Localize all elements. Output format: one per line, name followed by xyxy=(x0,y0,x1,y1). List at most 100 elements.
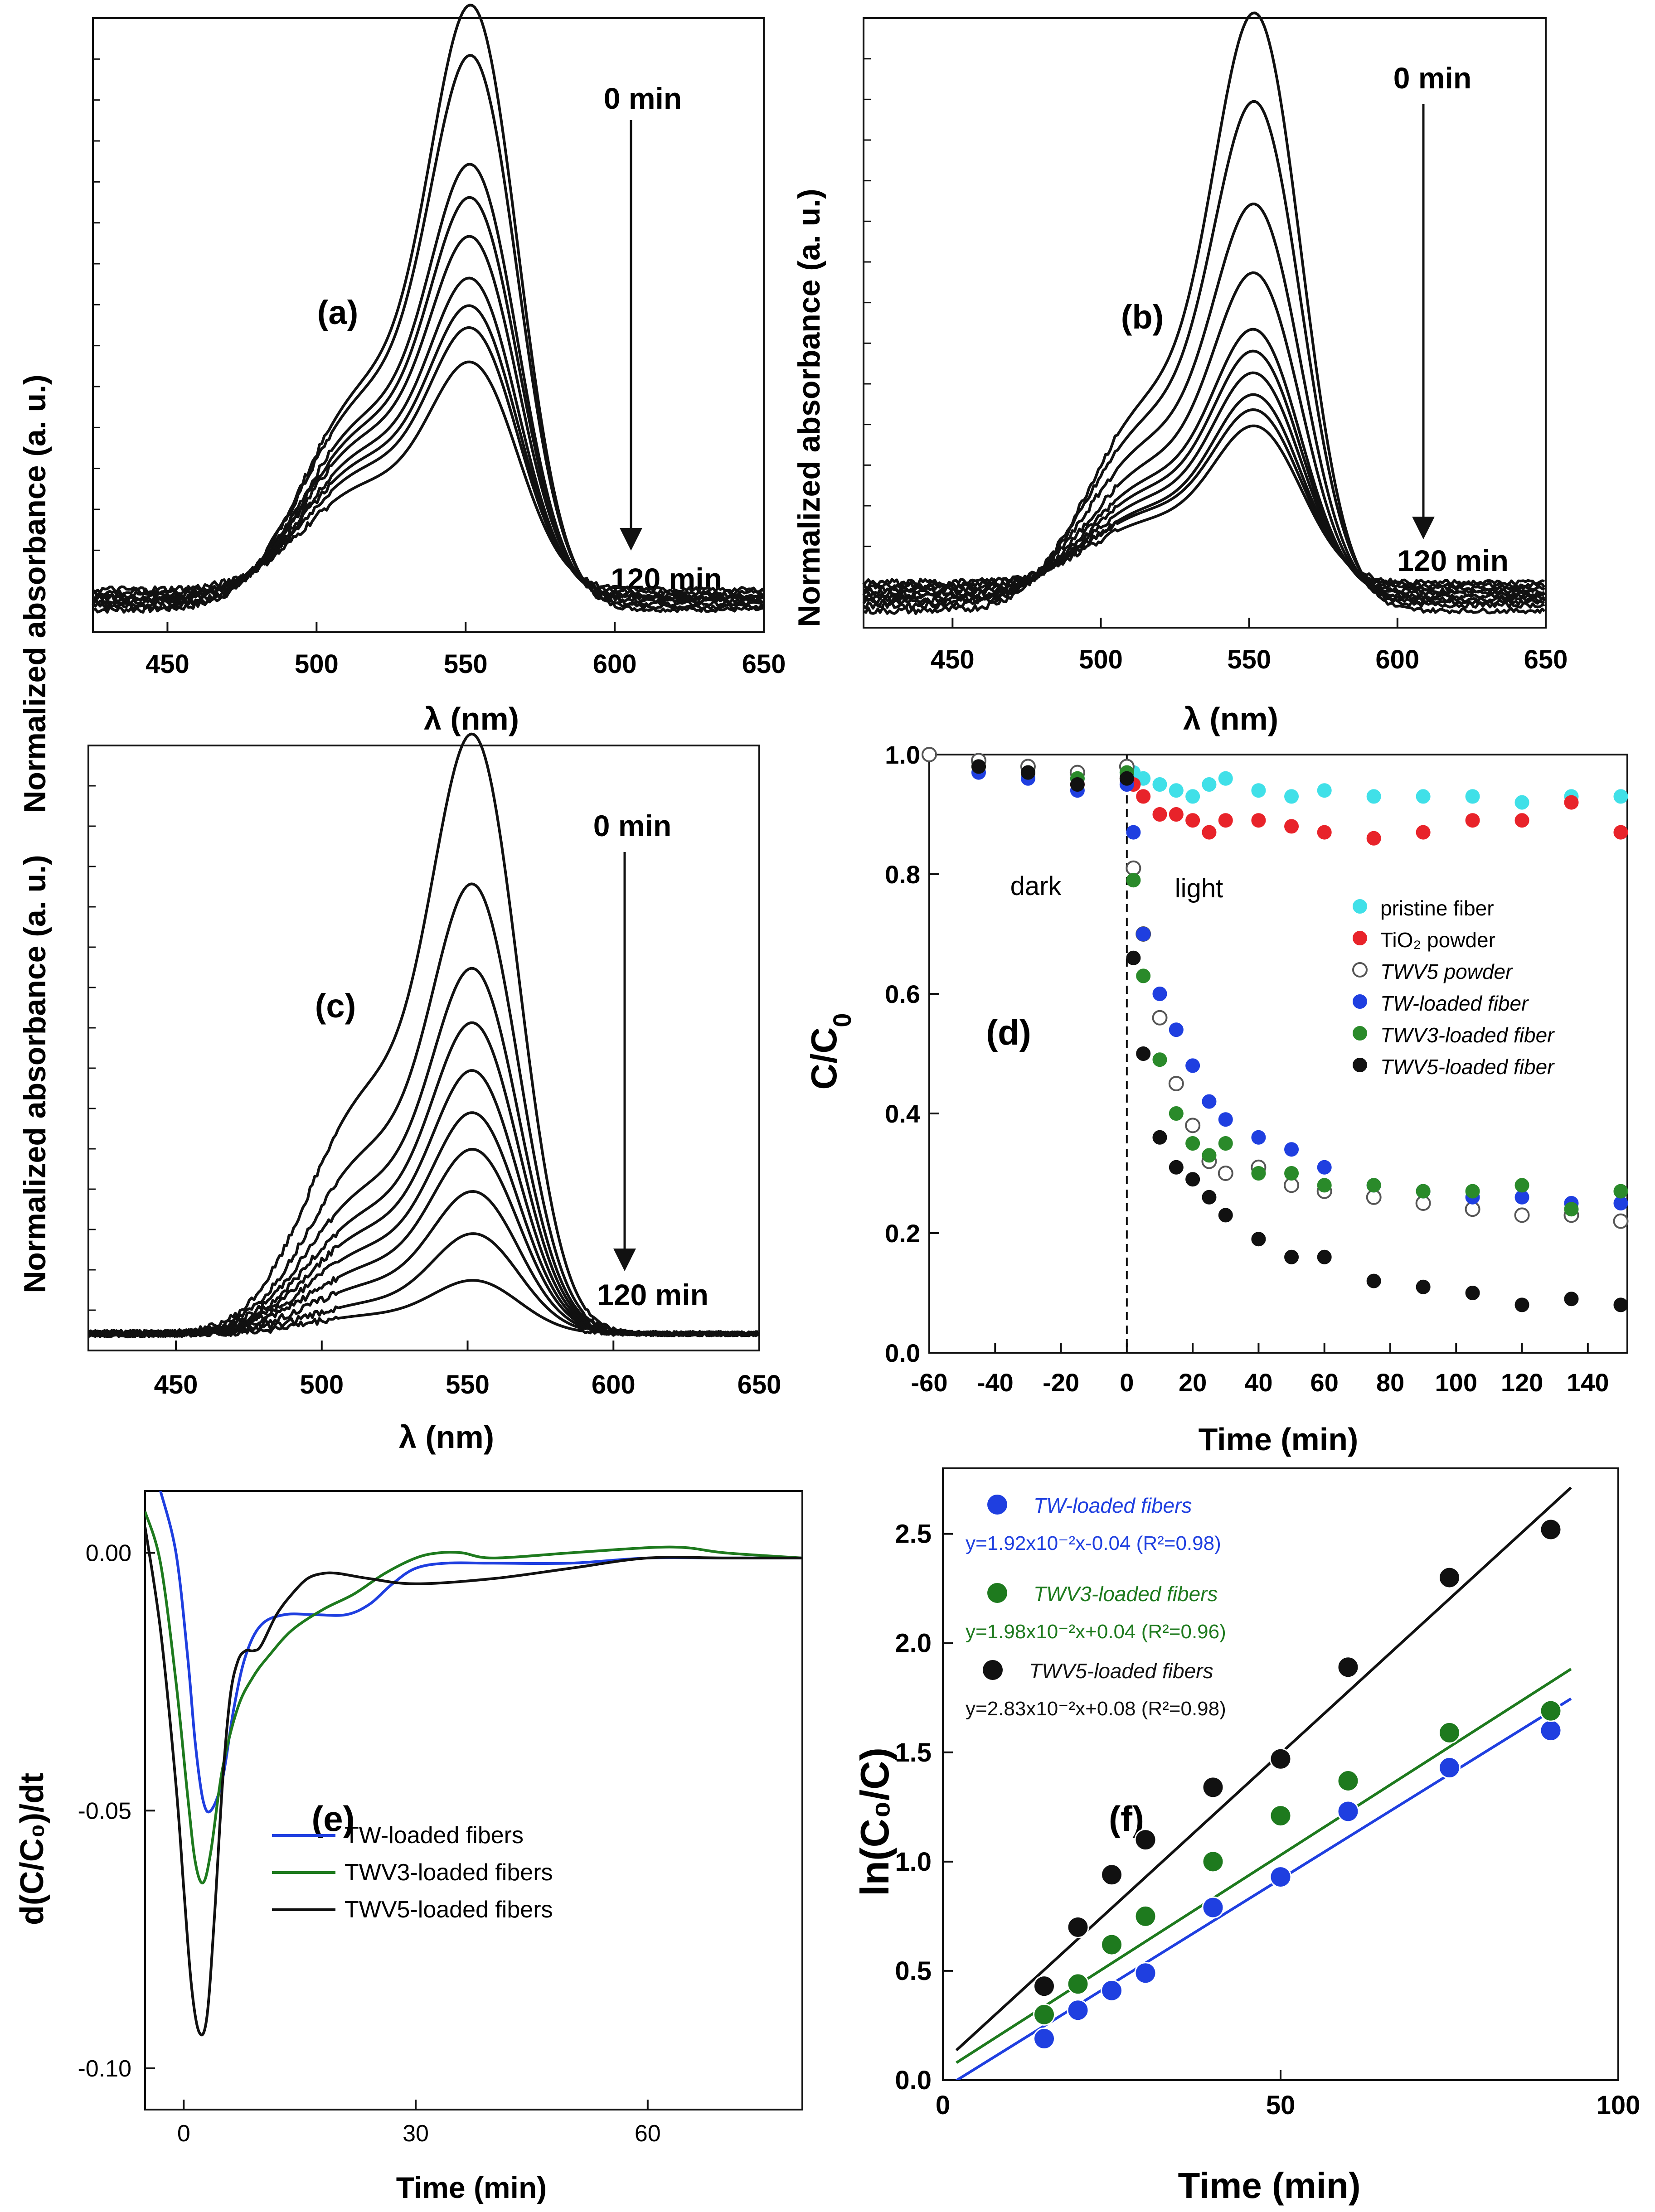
panel-d-point xyxy=(1613,825,1628,840)
panel-d-point xyxy=(1317,1178,1332,1193)
panel-f-point xyxy=(1202,1896,1224,1919)
panel-b-xtick-label: 550 xyxy=(1227,645,1271,674)
panel-a-spectrum-curve xyxy=(92,53,764,611)
panel-f-legend-equation: y=2.83x10⁻²x+0.08 (R²=0.98) xyxy=(966,1698,1226,1720)
panel-d-point xyxy=(1416,1184,1431,1199)
panel-d-point xyxy=(1202,1148,1217,1163)
panel-d-point xyxy=(1613,1297,1628,1312)
panel-f-legend-equation: y=1.92x10⁻²x-0.04 (R²=0.98) xyxy=(966,1532,1221,1554)
panel-e-xtick-label: 60 xyxy=(635,2120,661,2147)
panel-d-point xyxy=(1185,1136,1200,1151)
panel-b-xlabel: λ (nm) xyxy=(1183,701,1278,736)
panel-d-point xyxy=(1284,1142,1299,1157)
panel-d-ylabel: C/C0 xyxy=(804,1013,856,1090)
panel-d-ylabel-main: C/C xyxy=(804,1027,844,1090)
panel-d-point xyxy=(1169,807,1184,822)
panel-e-series-line xyxy=(159,1491,802,1814)
panel-d-point xyxy=(1152,1130,1167,1145)
panel-f-xtick-label: 0 xyxy=(936,2091,950,2120)
panel-f-xtick-label: 100 xyxy=(1597,2091,1640,2120)
panel-d-light-label: light xyxy=(1175,874,1223,903)
panel-d-ytick-label: 0.0 xyxy=(885,1339,920,1367)
panel-d-xtick-label: 40 xyxy=(1244,1368,1272,1397)
panel-d-point xyxy=(1514,1178,1529,1193)
panel-d-point xyxy=(1185,1058,1200,1073)
panel-d-point xyxy=(1152,987,1167,1001)
panel-d-xtick-label: 120 xyxy=(1501,1368,1543,1397)
panel-d-label: (d) xyxy=(986,1012,1031,1052)
panel-d-xtick-label: 80 xyxy=(1376,1368,1404,1397)
panel-f-point xyxy=(1033,2003,1055,2026)
panel-d-ytick-label: 0.4 xyxy=(885,1099,920,1128)
panel-b-spectrum-curve xyxy=(863,11,1546,615)
panel-d-point xyxy=(1613,789,1628,804)
panel-f-point xyxy=(1101,1864,1123,1886)
panel-f-ytick-label: 2.5 xyxy=(895,1520,932,1549)
panel-d-point xyxy=(1284,1249,1299,1264)
panel-d-point xyxy=(1168,1076,1184,1091)
panel-a-spectrum-curve xyxy=(92,360,764,595)
panel-d-ytick-label: 1.0 xyxy=(885,741,920,769)
panel-f-legend-label: TWV3-loaded fibers xyxy=(1034,1582,1218,1606)
panel-d-dark-label: dark xyxy=(1010,871,1062,901)
panel-d-xtick-label: 0 xyxy=(1120,1368,1134,1397)
panel-d-point xyxy=(1185,813,1200,828)
panel-f-point xyxy=(1101,1979,1123,2002)
panel-f-point xyxy=(1067,1973,1089,1995)
panel-f-ytick-label: 1.0 xyxy=(895,1847,932,1877)
panel-d-point xyxy=(1218,1112,1233,1127)
panel-e-ytick-label: -0.05 xyxy=(78,1798,131,1824)
panel-d-point xyxy=(1416,825,1431,840)
panel-d-point xyxy=(1202,777,1217,792)
panel-d-point xyxy=(1169,783,1184,798)
panel-d-point xyxy=(1218,813,1233,828)
panel-d-point xyxy=(1251,813,1266,828)
panel-f-xtick-label: 50 xyxy=(1266,2091,1296,2120)
panel-e-frame xyxy=(144,1490,803,2110)
panel-f-xlabel: Time (min) xyxy=(1178,2165,1360,2206)
panel-d-point xyxy=(1564,795,1579,810)
panel-c-spectrum-curve xyxy=(88,882,759,1338)
panel-f-point xyxy=(1337,1769,1359,1792)
panel-d-legend-marker xyxy=(1353,1058,1367,1072)
panel-d-xtick-label: 140 xyxy=(1567,1368,1609,1397)
panel-d-legend-marker xyxy=(1353,931,1367,945)
panel-a-xtick-label: 600 xyxy=(593,649,637,679)
panel-d-legend-marker xyxy=(1352,962,1368,978)
panel-d-point xyxy=(1366,789,1381,804)
panel-c-xtick-label: 650 xyxy=(738,1370,781,1399)
panel-d-point xyxy=(1152,807,1167,822)
panel-f-ytick-label: 0.0 xyxy=(895,2066,932,2095)
panel-c-xtick-label: 450 xyxy=(154,1370,198,1399)
panel-d-point xyxy=(1126,825,1141,840)
panel-c-spectra: Normalized absorbance (a. u.) λ (nm) (c)… xyxy=(18,732,781,1455)
panel-f-fit-line xyxy=(956,1697,1572,2080)
panel-d-point xyxy=(1366,831,1381,846)
panel-d-point xyxy=(1514,1297,1529,1312)
panel-d-point xyxy=(1070,777,1085,792)
panel-b-ylabel: Normalized absorbance (a. u.) xyxy=(792,189,826,627)
panel-b-xtick-label: 600 xyxy=(1375,645,1419,674)
panel-f-legend-marker xyxy=(987,1583,1007,1603)
panel-d-point xyxy=(1136,1046,1151,1061)
panel-a-xlabel: λ (nm) xyxy=(424,701,519,736)
panel-f-point xyxy=(1539,1518,1562,1541)
panel-d-legend-label: pristine fiber xyxy=(1380,896,1494,920)
panel-d-legend-marker xyxy=(1353,899,1367,914)
panel-d-point xyxy=(1514,795,1529,810)
panel-d-point xyxy=(1251,783,1266,798)
panel-d-xlabel: Time (min) xyxy=(1199,1422,1359,1457)
panel-f-point xyxy=(1269,1866,1292,1888)
panel-c-xtick-label: 500 xyxy=(300,1370,344,1399)
panel-d-point xyxy=(1202,1094,1217,1109)
panel-d-point xyxy=(1416,789,1431,804)
panel-d-xtick-label: 100 xyxy=(1435,1368,1477,1397)
panel-d-xtick-label: -60 xyxy=(911,1368,948,1397)
panel-c-ylabel: Normalized absorbance (a. u.) xyxy=(18,855,52,1293)
panel-d-xtick-label: -40 xyxy=(977,1368,1014,1397)
panel-d-legend-label: TWV5-loaded fiber xyxy=(1380,1055,1555,1079)
panel-d-legend-label: TWV5 powder xyxy=(1380,960,1513,983)
panel-d-point xyxy=(1152,1052,1167,1067)
panel-d-point xyxy=(1202,825,1217,840)
